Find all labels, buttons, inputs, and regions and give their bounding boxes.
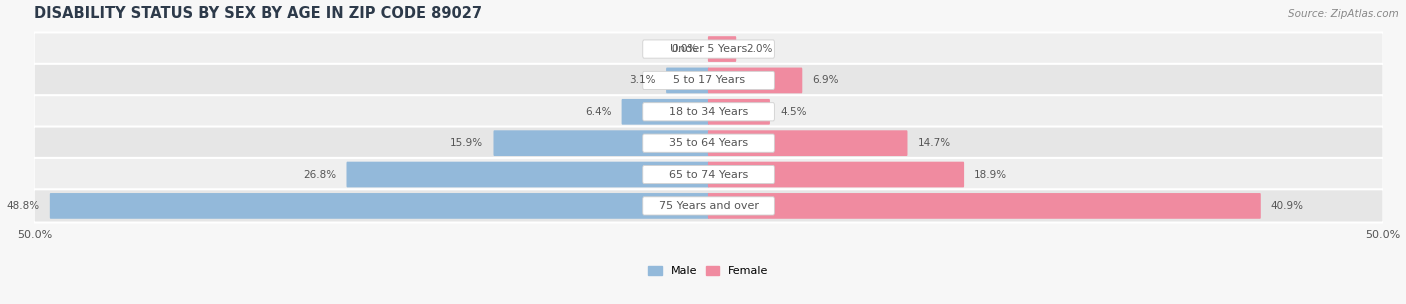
Text: 6.9%: 6.9% — [813, 75, 839, 85]
FancyBboxPatch shape — [643, 134, 775, 152]
FancyBboxPatch shape — [707, 193, 1261, 219]
Text: 26.8%: 26.8% — [304, 170, 336, 180]
FancyBboxPatch shape — [34, 126, 1384, 160]
Text: 2.0%: 2.0% — [747, 44, 773, 54]
Text: 75 Years and over: 75 Years and over — [658, 201, 759, 211]
FancyBboxPatch shape — [707, 162, 965, 187]
FancyBboxPatch shape — [707, 99, 770, 125]
FancyBboxPatch shape — [34, 189, 1384, 223]
FancyBboxPatch shape — [643, 165, 775, 184]
Text: 5 to 17 Years: 5 to 17 Years — [672, 75, 745, 85]
Text: 15.9%: 15.9% — [450, 138, 484, 148]
FancyBboxPatch shape — [643, 197, 775, 215]
FancyBboxPatch shape — [34, 64, 1384, 97]
FancyBboxPatch shape — [49, 193, 709, 219]
Text: 4.5%: 4.5% — [780, 107, 807, 117]
FancyBboxPatch shape — [643, 71, 775, 89]
Text: 0.0%: 0.0% — [672, 44, 697, 54]
Text: DISABILITY STATUS BY SEX BY AGE IN ZIP CODE 89027: DISABILITY STATUS BY SEX BY AGE IN ZIP C… — [34, 5, 482, 21]
Text: 65 to 74 Years: 65 to 74 Years — [669, 170, 748, 180]
Legend: Male, Female: Male, Female — [648, 266, 769, 276]
Text: 48.8%: 48.8% — [7, 201, 39, 211]
Text: 3.1%: 3.1% — [630, 75, 657, 85]
FancyBboxPatch shape — [34, 158, 1384, 191]
FancyBboxPatch shape — [707, 130, 907, 156]
FancyBboxPatch shape — [346, 162, 709, 187]
FancyBboxPatch shape — [666, 67, 709, 93]
FancyBboxPatch shape — [643, 40, 775, 58]
FancyBboxPatch shape — [34, 33, 1384, 66]
Text: 18.9%: 18.9% — [974, 170, 1007, 180]
FancyBboxPatch shape — [34, 95, 1384, 128]
Text: 35 to 64 Years: 35 to 64 Years — [669, 138, 748, 148]
Text: 18 to 34 Years: 18 to 34 Years — [669, 107, 748, 117]
FancyBboxPatch shape — [707, 67, 803, 93]
FancyBboxPatch shape — [621, 99, 709, 125]
FancyBboxPatch shape — [494, 130, 709, 156]
Text: Under 5 Years: Under 5 Years — [669, 44, 747, 54]
FancyBboxPatch shape — [643, 103, 775, 121]
Text: 40.9%: 40.9% — [1271, 201, 1303, 211]
Text: Source: ZipAtlas.com: Source: ZipAtlas.com — [1288, 9, 1399, 19]
Text: 6.4%: 6.4% — [585, 107, 612, 117]
Text: 14.7%: 14.7% — [918, 138, 950, 148]
FancyBboxPatch shape — [707, 36, 737, 62]
